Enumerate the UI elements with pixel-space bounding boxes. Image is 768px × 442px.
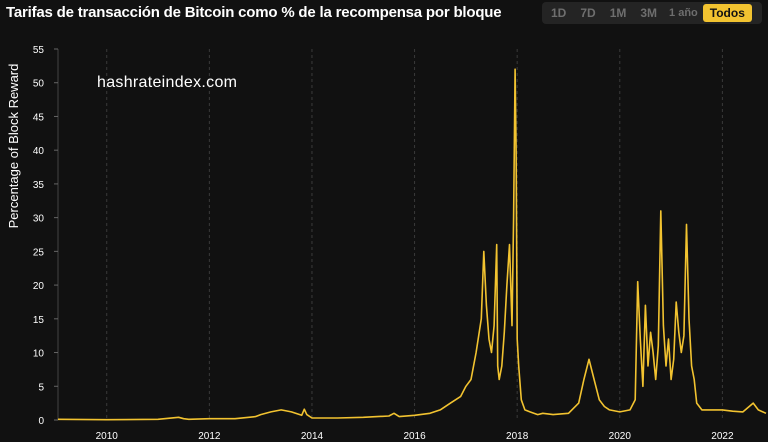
watermark: hashrateindex.com <box>97 74 238 91</box>
range-1m-button[interactable]: 1M <box>609 6 627 20</box>
y-axis-label: Percentage of Block Reward <box>6 63 21 229</box>
y-tick-label: 40 <box>33 146 45 157</box>
range-all-button[interactable]: Todos <box>702 4 752 22</box>
x-tick-label: 2016 <box>403 431 426 442</box>
y-tick-label: 50 <box>33 79 45 90</box>
y-tick-label: 25 <box>33 247 45 258</box>
y-tick-label: 35 <box>33 180 45 191</box>
range-3m-button[interactable]: 3M <box>640 6 658 20</box>
range-7d-button[interactable]: 7D <box>580 6 596 20</box>
y-tick-label: 0 <box>38 416 44 427</box>
x-tick-label: 2014 <box>301 431 324 442</box>
x-tick-label: 2020 <box>609 431 632 442</box>
y-tick-label: 15 <box>33 315 45 326</box>
time-range-selector: 1D 7D 1M 3M 1 año Todos <box>542 2 762 24</box>
x-tick-label: 2018 <box>506 431 529 442</box>
range-1y-button[interactable]: 1 año <box>669 7 698 19</box>
y-axis-label-wrap: Percentage of Block Reward <box>5 61 25 231</box>
x-tick-label: 2022 <box>711 431 734 442</box>
y-tick-label: 45 <box>33 112 45 123</box>
x-tick-label: 2010 <box>96 431 119 442</box>
y-tick-label: 10 <box>33 349 45 360</box>
x-tick-label: 2012 <box>198 431 221 442</box>
series-line-0 <box>57 68 767 421</box>
y-tick-label: 55 <box>33 45 45 56</box>
y-tick-label: 20 <box>33 281 45 292</box>
y-tick-label: 5 <box>38 382 44 393</box>
range-1d-button[interactable]: 1D <box>551 6 567 20</box>
y-tick-label: 30 <box>33 214 45 225</box>
chart-title: Tarifas de transacción de Bitcoin como %… <box>6 4 502 21</box>
